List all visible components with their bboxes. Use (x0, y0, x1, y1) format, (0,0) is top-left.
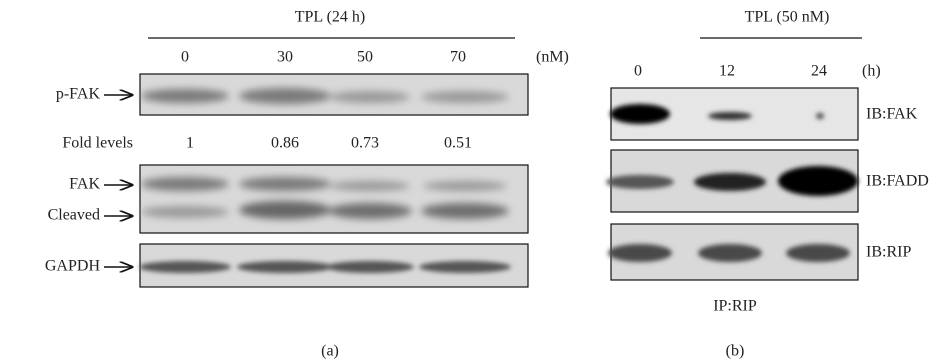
concentration: 0 (181, 49, 189, 66)
blot-ib-rip (608, 224, 858, 280)
time: 12 (719, 63, 735, 80)
blot-label: IB:RIP (866, 244, 911, 261)
concentration: 30 (277, 49, 293, 66)
figure: TPL (24 h) 0 30 50 70 (nM) p-FAK Fold le… (0, 0, 944, 364)
blot-label: p-FAK (56, 86, 101, 103)
blot-label: FAK (69, 176, 100, 193)
panel-b-header: TPL (50 nM) (745, 9, 830, 26)
blot-label: Cleaved (48, 207, 100, 224)
blot-gapdh (139, 244, 528, 287)
blot-fak (140, 165, 528, 233)
fold-level: 0.86 (271, 135, 299, 152)
concentration: 50 (357, 49, 373, 66)
concentration: 70 (450, 49, 466, 66)
blot-label: GAPDH (45, 258, 101, 275)
blot-label: IB:FADD (866, 173, 929, 190)
ip-label: IP:RIP (713, 298, 757, 315)
fold-level: 0.51 (444, 135, 472, 152)
fold-level: 0.73 (351, 135, 379, 152)
blot-label: IB:FAK (866, 106, 918, 123)
caption: (b) (726, 343, 745, 360)
time: 24 (811, 63, 827, 80)
caption: (a) (321, 343, 339, 360)
unit: (nM) (536, 49, 569, 66)
blot-pfak (140, 74, 528, 115)
panel-a-header: TPL (24 h) (295, 9, 366, 26)
time: 0 (634, 63, 642, 80)
blot-ib-fak (610, 88, 858, 140)
unit: (h) (862, 63, 881, 80)
fold-level: 1 (186, 135, 194, 152)
blot-ib-fadd (606, 150, 858, 212)
fold-levels-label: Fold levels (62, 135, 133, 152)
